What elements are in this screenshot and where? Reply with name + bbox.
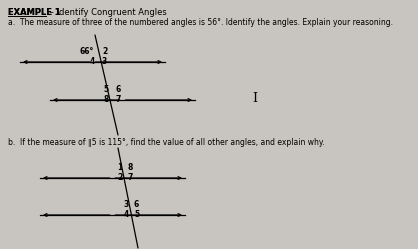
Text: EXAMPLE 1: EXAMPLE 1 xyxy=(8,8,61,17)
Text: 5: 5 xyxy=(134,210,139,219)
Text: 7: 7 xyxy=(127,173,133,182)
Text: – Identify Congruent Angles: – Identify Congruent Angles xyxy=(47,8,167,17)
Text: 8: 8 xyxy=(127,163,133,172)
Text: 66°: 66° xyxy=(80,47,94,56)
Text: 7: 7 xyxy=(115,95,120,104)
Text: 4: 4 xyxy=(124,210,129,219)
Text: b.  If the measure of ∥5 is 115°, find the value of all other angles, and explai: b. If the measure of ∥5 is 115°, find th… xyxy=(8,138,325,147)
Text: EXAMPLE 1: EXAMPLE 1 xyxy=(8,8,61,17)
Text: 3: 3 xyxy=(102,57,107,66)
Text: 6: 6 xyxy=(134,200,139,209)
Text: 4: 4 xyxy=(90,57,95,66)
Text: I: I xyxy=(252,91,257,105)
Text: 8: 8 xyxy=(103,95,108,104)
Text: 1: 1 xyxy=(117,163,122,172)
Text: a.  The measure of three of the numbered angles is 56°. Identify the angles. Exp: a. The measure of three of the numbered … xyxy=(8,18,393,27)
Text: 3: 3 xyxy=(124,200,129,209)
Text: 2: 2 xyxy=(102,47,107,56)
Text: 6: 6 xyxy=(115,85,120,94)
Text: 5: 5 xyxy=(103,85,108,94)
Text: 2: 2 xyxy=(117,173,122,182)
